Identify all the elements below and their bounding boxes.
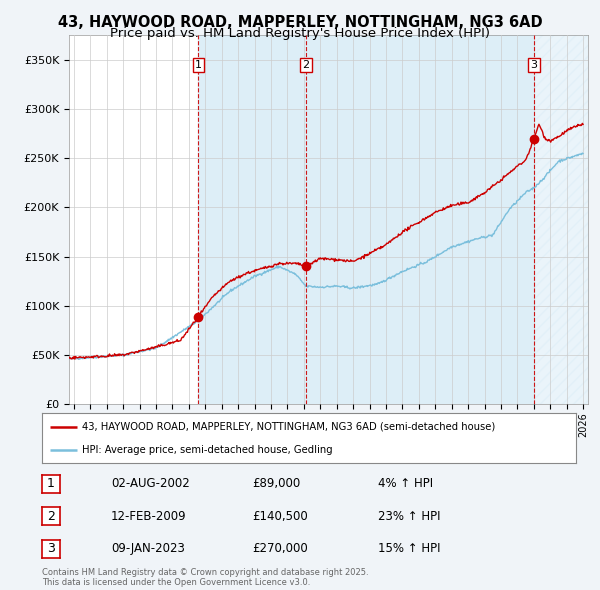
Text: 2: 2 — [47, 510, 55, 523]
Text: £140,500: £140,500 — [252, 510, 308, 523]
Text: 43, HAYWOOD ROAD, MAPPERLEY, NOTTINGHAM, NG3 6AD (semi-detached house): 43, HAYWOOD ROAD, MAPPERLEY, NOTTINGHAM,… — [82, 421, 496, 431]
Text: £89,000: £89,000 — [252, 477, 300, 490]
Bar — [306, 35, 534, 404]
Text: 43, HAYWOOD ROAD, MAPPERLEY, NOTTINGHAM, NG3 6AD: 43, HAYWOOD ROAD, MAPPERLEY, NOTTINGHAM,… — [58, 15, 542, 30]
Text: 23% ↑ HPI: 23% ↑ HPI — [378, 510, 440, 523]
Text: 4% ↑ HPI: 4% ↑ HPI — [378, 477, 433, 490]
Text: 1: 1 — [195, 60, 202, 70]
Text: 09-JAN-2023: 09-JAN-2023 — [111, 542, 185, 555]
Bar — [199, 35, 306, 404]
Text: 02-AUG-2002: 02-AUG-2002 — [111, 477, 190, 490]
Text: 15% ↑ HPI: 15% ↑ HPI — [378, 542, 440, 555]
Text: £270,000: £270,000 — [252, 542, 308, 555]
Text: HPI: Average price, semi-detached house, Gedling: HPI: Average price, semi-detached house,… — [82, 445, 332, 455]
Text: 1: 1 — [47, 477, 55, 490]
Text: 3: 3 — [47, 542, 55, 555]
Text: 2: 2 — [302, 60, 310, 70]
Text: Price paid vs. HM Land Registry's House Price Index (HPI): Price paid vs. HM Land Registry's House … — [110, 27, 490, 40]
Text: Contains HM Land Registry data © Crown copyright and database right 2025.
This d: Contains HM Land Registry data © Crown c… — [42, 568, 368, 587]
Text: 3: 3 — [530, 60, 538, 70]
Text: 12-FEB-2009: 12-FEB-2009 — [111, 510, 187, 523]
Bar — [534, 35, 588, 404]
